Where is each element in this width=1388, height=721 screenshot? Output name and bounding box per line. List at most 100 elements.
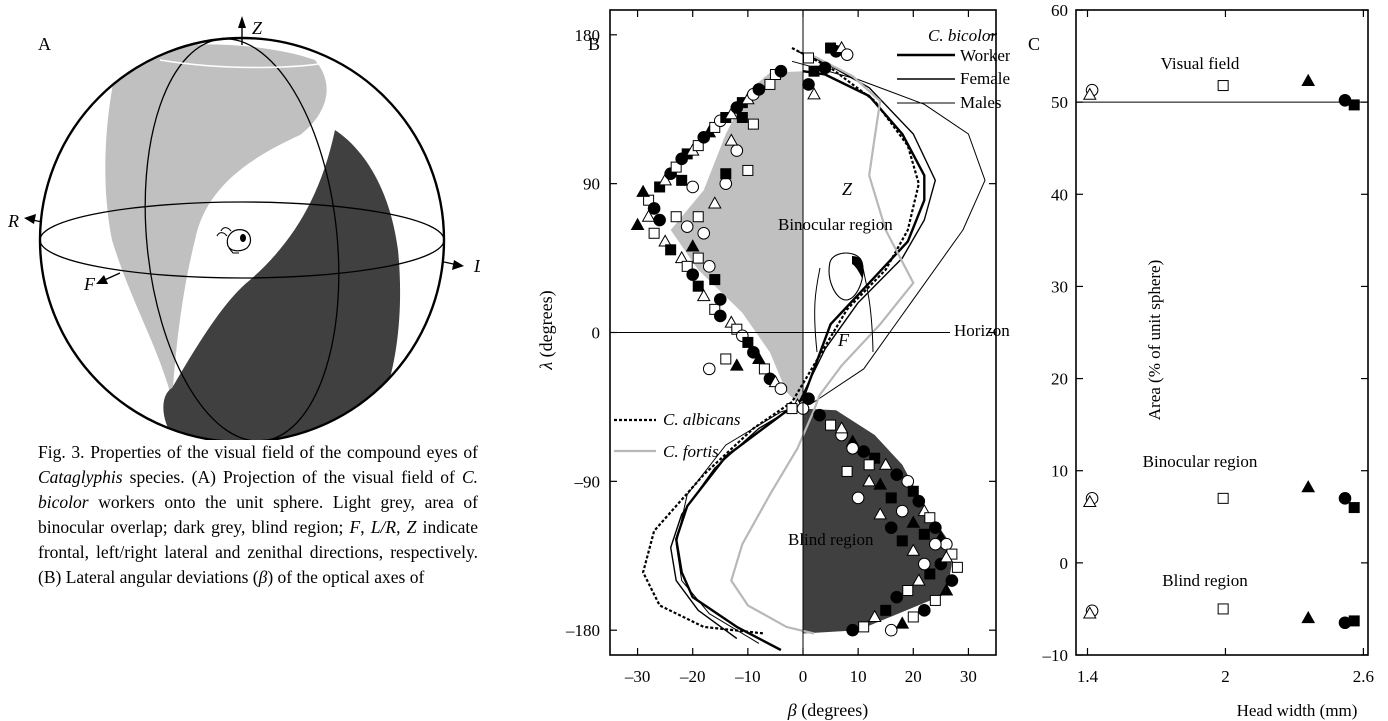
- legend-item-females: Females: [960, 69, 1010, 88]
- data-point: [720, 353, 732, 365]
- r-axis-label: R: [7, 211, 19, 231]
- data-point: [803, 52, 815, 64]
- visual-field-annotation: Visual field: [1161, 54, 1240, 73]
- data-point: [902, 585, 914, 596]
- f-arrowhead-icon: [96, 275, 108, 284]
- data-point: [907, 611, 919, 623]
- data-point: [846, 441, 859, 455]
- data-point: [654, 181, 666, 193]
- legend-item-albicans: C. albicans: [663, 410, 741, 429]
- data-point: [724, 133, 739, 146]
- x-tick-label: –30: [624, 667, 651, 686]
- caption-genus: Cataglyphis: [38, 467, 123, 487]
- panel-b-letter: B: [588, 34, 600, 54]
- caption-rest-1: species. (A) Projection of the visual fi…: [122, 467, 462, 487]
- caption-species: C. bicolor: [38, 467, 478, 512]
- y-tick-label: –10: [1042, 646, 1069, 665]
- data-point: [641, 209, 656, 222]
- y-tick-label: –180: [565, 621, 600, 640]
- data-point: [841, 465, 853, 477]
- data-point: [939, 583, 954, 596]
- legend-item-workers: Workers: [960, 46, 1010, 65]
- data-point: [890, 468, 904, 482]
- panel-b-ylabel: λ (degrees): [536, 290, 557, 370]
- x-tick-label: 0: [799, 667, 808, 686]
- data-point: [951, 561, 963, 573]
- data-point: [858, 621, 870, 633]
- blind-region: [163, 130, 401, 440]
- data-point: [863, 459, 875, 471]
- data-point: [939, 550, 954, 563]
- horizon-annotation: Horizon: [954, 321, 1010, 340]
- data-point: [670, 161, 682, 173]
- data-point: [907, 485, 919, 497]
- data-point: [1082, 87, 1097, 100]
- data-point: [895, 504, 909, 518]
- data-point: [929, 594, 941, 606]
- data-point: [1217, 80, 1229, 92]
- data-point: [653, 213, 666, 227]
- y-tick-label: –90: [574, 472, 601, 491]
- caption-z: Z: [406, 517, 417, 537]
- z-axis-label: Z: [252, 18, 263, 38]
- data-point: [692, 211, 704, 223]
- panel-b-xlabel-unit: (degrees): [801, 700, 868, 721]
- curve-males: [675, 60, 986, 644]
- data-point: [813, 408, 826, 422]
- ant-head-icon: [216, 227, 252, 254]
- f-axis-label: F: [83, 274, 96, 294]
- curve-females: [669, 50, 936, 640]
- data-point: [945, 574, 959, 587]
- x-tick-label: 10: [850, 667, 867, 686]
- data-point: [873, 477, 888, 490]
- data-point: [709, 274, 721, 286]
- caption-rest-3: indicate frontal, left/right lateral and…: [38, 517, 478, 587]
- panel-b-ylabel-unit: (degrees): [536, 290, 557, 357]
- data-point: [713, 309, 727, 323]
- data-point: [648, 227, 660, 239]
- data-point: [940, 537, 953, 551]
- data-point: [895, 616, 910, 629]
- data-point: [834, 421, 849, 434]
- data-point: [918, 557, 931, 571]
- ant-head-drawing: [814, 252, 874, 353]
- data-point: [929, 537, 942, 551]
- data-point: [742, 336, 754, 348]
- data-point: [774, 64, 788, 78]
- caption-rest-2: workers onto the unit sphere. Light grey…: [38, 492, 478, 537]
- caption-beta: β: [258, 567, 268, 587]
- caption-comma: ,: [360, 517, 371, 537]
- y-tick-label: 30: [1051, 277, 1068, 296]
- data-point: [808, 65, 820, 77]
- data-point: [869, 452, 881, 464]
- data-point: [1348, 99, 1360, 111]
- data-point: [707, 196, 722, 209]
- f-annotation: F: [837, 330, 850, 350]
- data-point: [647, 202, 661, 215]
- data-point: [774, 382, 788, 396]
- panel-c-frame: [1075, 9, 1369, 656]
- x-tick-label: 2: [1221, 667, 1230, 686]
- data-point: [884, 521, 898, 534]
- y-tick-label: 20: [1051, 370, 1068, 389]
- data-point: [802, 78, 815, 91]
- y-tick-label: 180: [575, 26, 601, 45]
- data-point: [1348, 502, 1360, 514]
- data-point: [825, 419, 837, 431]
- data-point: [742, 164, 754, 176]
- data-point: [730, 144, 744, 157]
- caption-lr: L/R: [370, 517, 397, 537]
- data-point: [729, 358, 744, 371]
- data-point: [918, 528, 930, 540]
- binocular-region-annotation-c: Binocular region: [1143, 452, 1258, 471]
- data-point: [752, 83, 766, 96]
- data-point: [681, 260, 693, 272]
- panel-c-ylabel: Area (% of unit sphere): [1145, 260, 1164, 421]
- data-point: [713, 293, 727, 306]
- caption-f: F: [349, 517, 361, 537]
- r-arrowhead-icon: [24, 214, 36, 224]
- data-point: [818, 61, 832, 75]
- data-point: [840, 48, 854, 61]
- data-point: [1301, 610, 1316, 624]
- data-point: [702, 260, 716, 273]
